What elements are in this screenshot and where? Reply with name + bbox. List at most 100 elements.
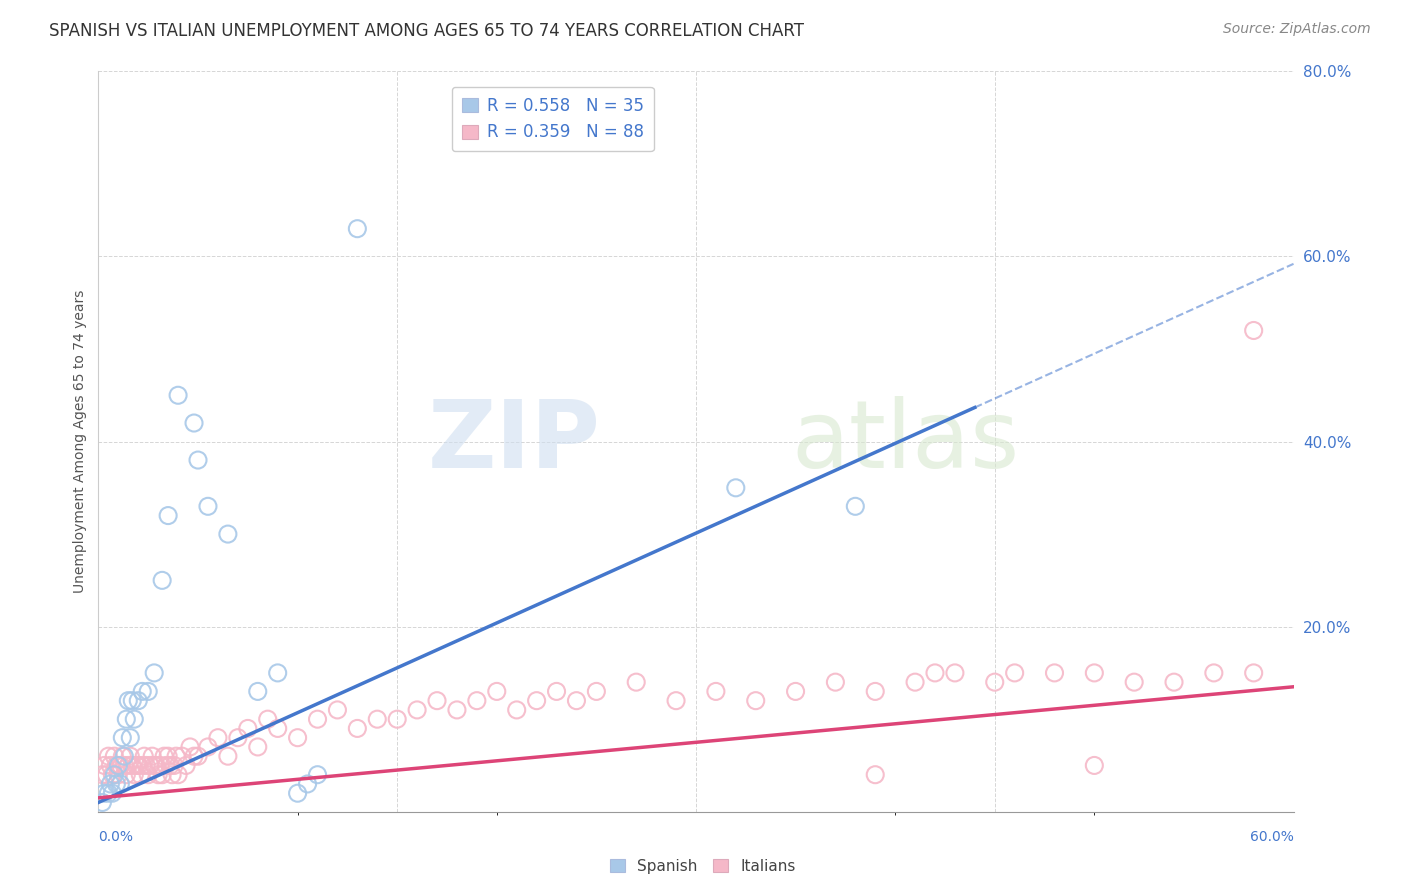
Point <box>236 722 259 736</box>
Point <box>385 712 409 726</box>
Point <box>136 767 159 781</box>
Point <box>297 777 319 791</box>
Point <box>149 758 172 772</box>
Point <box>187 749 209 764</box>
Point <box>117 758 139 772</box>
Point <box>287 731 309 745</box>
Point <box>101 767 124 781</box>
Point <box>143 665 166 680</box>
Legend: R = 0.558   N = 35, R = 0.359   N = 88: R = 0.558 N = 35, R = 0.359 N = 88 <box>451 87 654 152</box>
Point <box>1083 758 1105 772</box>
Legend: Spanish, Italians: Spanish, Italians <box>603 853 803 880</box>
Point <box>124 712 146 726</box>
Point <box>785 684 807 698</box>
Point <box>155 758 177 772</box>
Point <box>98 758 122 772</box>
Text: SPANISH VS ITALIAN UNEMPLOYMENT AMONG AGES 65 TO 74 YEARS CORRELATION CHART: SPANISH VS ITALIAN UNEMPLOYMENT AMONG AG… <box>49 22 804 40</box>
Point <box>267 665 290 680</box>
Point <box>124 767 146 781</box>
Point <box>93 758 115 772</box>
Point <box>943 665 966 680</box>
Point <box>197 739 219 754</box>
Point <box>97 749 120 764</box>
Point <box>904 675 927 690</box>
Point <box>256 712 278 726</box>
Point <box>366 712 388 726</box>
Point <box>141 749 163 764</box>
Point <box>307 712 329 726</box>
Point <box>546 684 568 698</box>
Point <box>346 221 368 235</box>
Point <box>172 749 194 764</box>
Point <box>145 758 167 772</box>
Point <box>565 694 588 708</box>
Point <box>346 722 368 736</box>
Point <box>160 767 183 781</box>
Point <box>179 739 201 754</box>
Point <box>105 777 128 791</box>
Point <box>134 749 156 764</box>
Point <box>1243 324 1265 338</box>
Point <box>111 731 134 745</box>
Point <box>865 684 887 698</box>
Point <box>91 796 114 810</box>
Point <box>112 749 135 764</box>
Point <box>183 416 205 430</box>
Point <box>426 694 449 708</box>
Point <box>506 703 529 717</box>
Point <box>139 758 162 772</box>
Point <box>307 767 329 781</box>
Point <box>127 758 149 772</box>
Point <box>226 731 249 745</box>
Point <box>107 758 129 772</box>
Point <box>103 767 125 781</box>
Point <box>125 758 148 772</box>
Point <box>111 749 134 764</box>
Point <box>844 500 866 514</box>
Point <box>120 731 142 745</box>
Point <box>745 694 768 708</box>
Point <box>157 749 180 764</box>
Point <box>135 758 157 772</box>
Point <box>98 777 122 791</box>
Point <box>984 675 1007 690</box>
Point <box>1243 665 1265 680</box>
Text: ZIP: ZIP <box>427 395 600 488</box>
Point <box>1043 665 1066 680</box>
Point <box>217 749 239 764</box>
Point <box>165 749 187 764</box>
Point <box>197 500 219 514</box>
Point <box>1123 675 1146 690</box>
Point <box>326 703 349 717</box>
Point <box>446 703 468 717</box>
Point <box>1004 665 1026 680</box>
Point <box>704 684 727 698</box>
Point <box>150 574 173 588</box>
Point <box>97 786 120 800</box>
Point <box>183 749 205 764</box>
Point <box>187 453 209 467</box>
Point <box>1163 675 1185 690</box>
Point <box>585 684 607 698</box>
Point <box>131 684 153 698</box>
Point <box>115 767 138 781</box>
Point <box>287 786 309 800</box>
Point <box>267 722 290 736</box>
Point <box>105 758 128 772</box>
Point <box>121 694 143 708</box>
Point <box>246 739 269 754</box>
Point <box>131 758 153 772</box>
Point <box>103 749 125 764</box>
Point <box>120 749 142 764</box>
Point <box>824 675 846 690</box>
Point <box>121 758 143 772</box>
Point <box>157 508 180 523</box>
Point <box>159 758 181 772</box>
Point <box>865 767 887 781</box>
Point <box>485 684 508 698</box>
Text: 0.0%: 0.0% <box>98 830 134 845</box>
Point <box>167 388 190 402</box>
Y-axis label: Unemployment Among Ages 65 to 74 years: Unemployment Among Ages 65 to 74 years <box>73 290 87 593</box>
Point <box>150 767 173 781</box>
Point <box>163 758 186 772</box>
